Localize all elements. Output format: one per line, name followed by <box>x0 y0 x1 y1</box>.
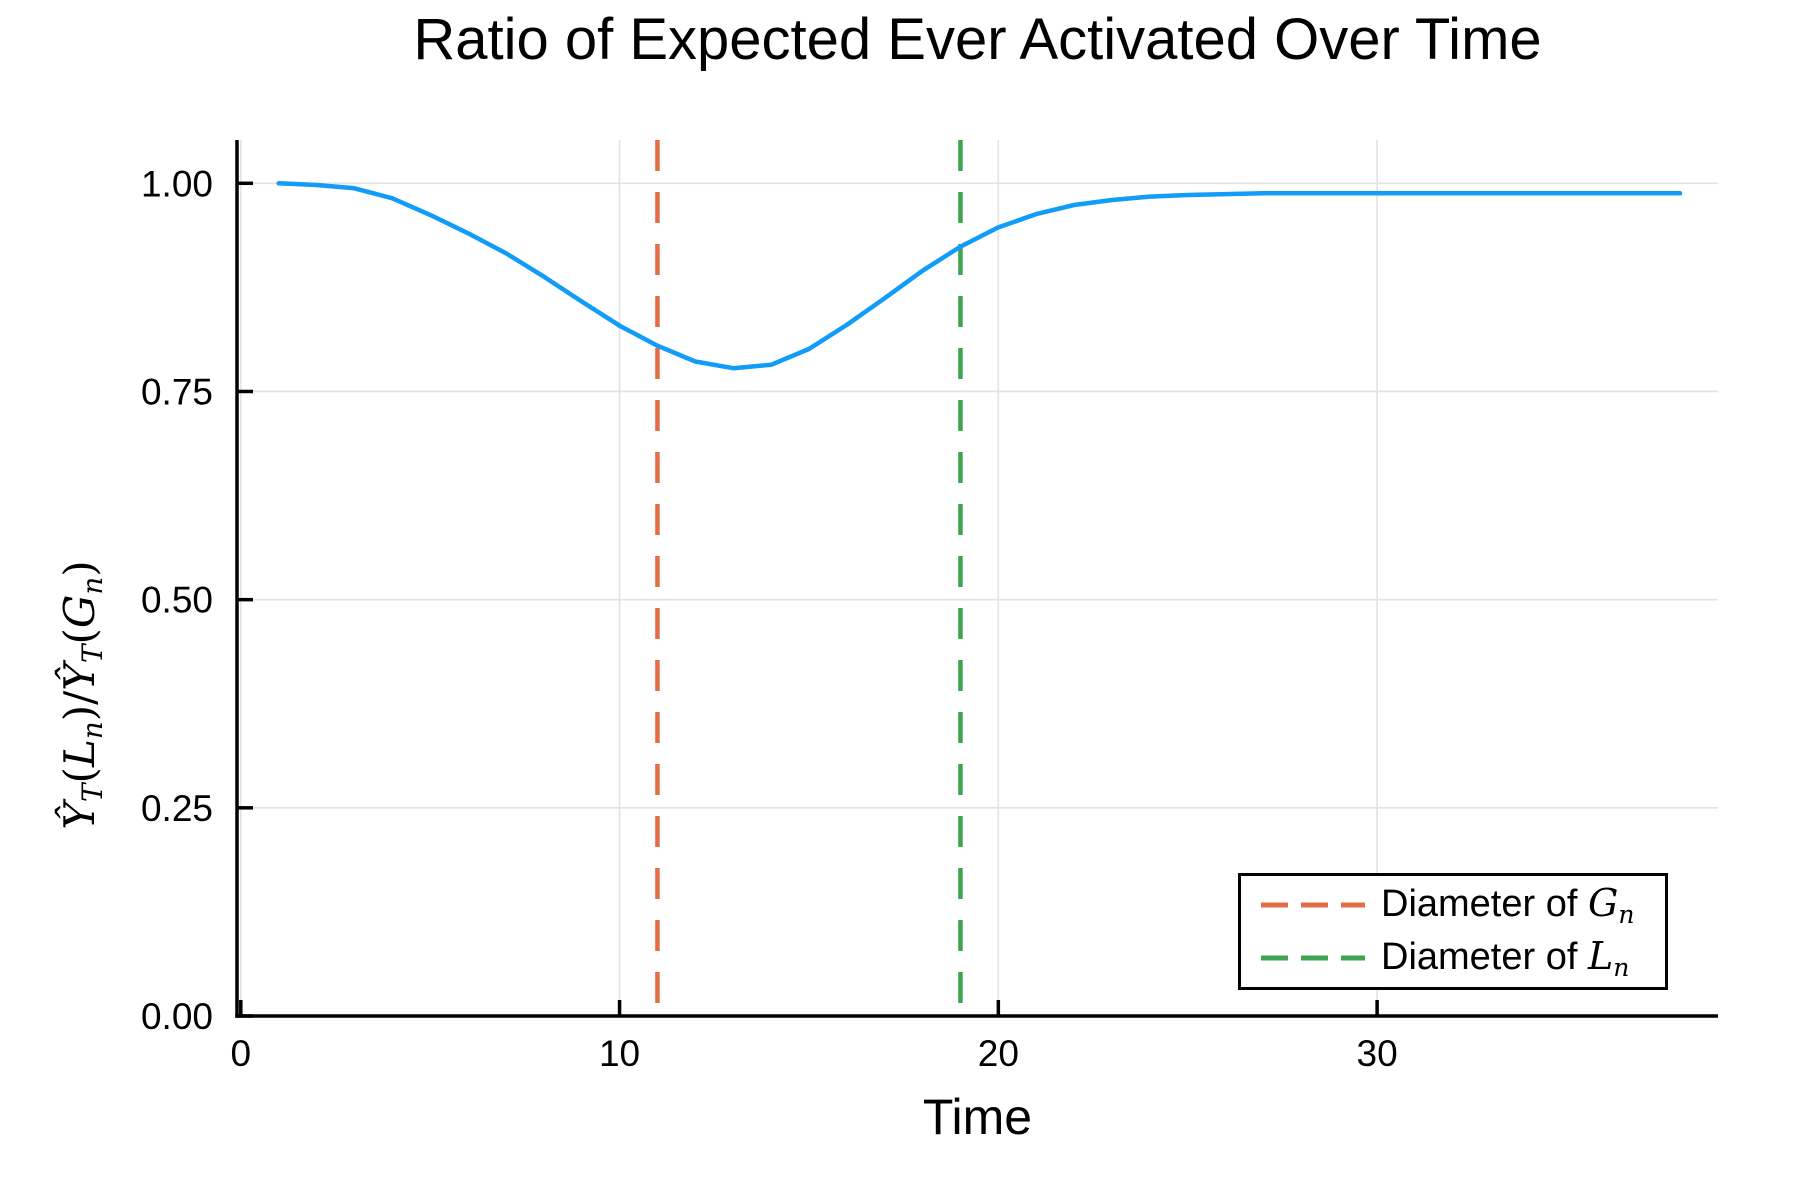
y-axis-label-part: n <box>75 721 109 740</box>
x-tick-label: 0 <box>230 1033 251 1074</box>
x-tick-label: 30 <box>1357 1033 1398 1074</box>
y-axis-label-part: T <box>75 783 109 802</box>
y-axis-label-part: ( <box>55 628 105 645</box>
y-axis-label: ŶT(Ln)/ŶT(Gn) <box>55 560 109 829</box>
chart-title: Ratio of Expected Ever Activated Over Ti… <box>413 7 1542 72</box>
legend: Diameter of Gn Diameter of Ln <box>1238 873 1668 990</box>
y-axis-label-part: L <box>55 739 105 768</box>
y-axis-label-part: Ŷ <box>55 663 105 691</box>
y-axis-label-part: G <box>55 594 105 629</box>
legend-entry: Diameter of Gn <box>1259 881 1665 930</box>
y-tick-label: 0.25 <box>141 788 213 829</box>
legend-entry: Diameter of Ln <box>1259 934 1665 982</box>
y-axis-label-part: Ŷ <box>55 801 105 830</box>
x-axis-label: Time <box>922 1089 1033 1145</box>
y-tick-label: 0.50 <box>141 580 213 621</box>
legend-label: Diameter of Ln <box>1381 933 1630 982</box>
x-tick-label: 10 <box>599 1033 640 1074</box>
y-axis-label-part: ) <box>55 560 105 577</box>
legend-label: Diameter of Gn <box>1381 881 1635 930</box>
y-tick-label: 1.00 <box>141 163 213 204</box>
x-tick-label: 20 <box>978 1033 1019 1074</box>
y-tick-label: 0.00 <box>141 996 213 1037</box>
y-axis-label-part: T <box>75 644 109 664</box>
legend-line-sample-green <box>1261 955 1365 960</box>
y-axis-label-part: n <box>75 576 109 595</box>
legend-line-sample-orange <box>1261 902 1365 908</box>
y-tick-label: 0.75 <box>141 371 213 412</box>
y-axis-label-part: ( <box>55 767 105 784</box>
y-axis-label-part: )/ <box>55 690 105 722</box>
series-line <box>276 181 1683 371</box>
